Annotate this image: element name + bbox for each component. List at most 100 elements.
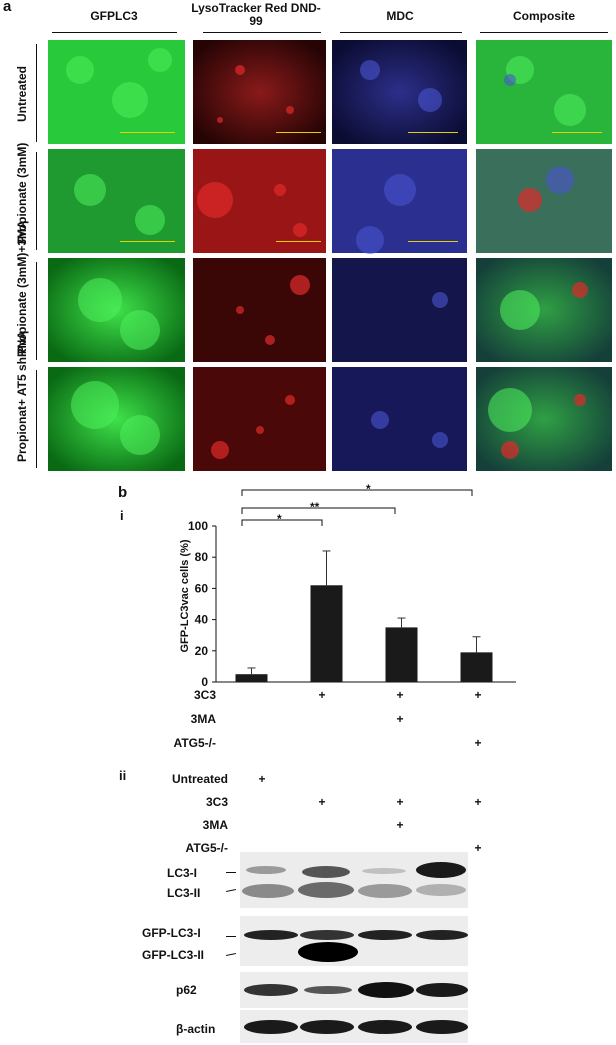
y-tick-label: 100 xyxy=(188,519,208,533)
blot-band xyxy=(302,866,350,878)
condition-label: 3C3 xyxy=(205,795,228,809)
tile-shrna-gfp xyxy=(48,367,185,471)
blot-label-beta-actin: β-actin xyxy=(176,1022,216,1036)
y-tick-label: 80 xyxy=(195,550,209,564)
tile-shrna-mdc xyxy=(332,367,467,471)
blot-label-lc3-ii: LC3-II xyxy=(167,886,201,900)
row-label-line xyxy=(36,152,37,250)
blot-label-lc3-i: LC3-I xyxy=(167,866,197,880)
scale-bar xyxy=(408,132,458,133)
scale-bar xyxy=(276,241,321,242)
blot-band xyxy=(358,930,412,940)
blot-band xyxy=(304,986,352,994)
tile-propionate-3ma-composite xyxy=(476,258,612,362)
y-tick-label: 20 xyxy=(195,644,209,658)
condition-plus: + xyxy=(474,841,482,855)
significance-star: ** xyxy=(310,500,320,514)
significance-brackets xyxy=(241,489,473,526)
row-label-propionate-shrna: Propionat+ AT5 shRNA xyxy=(15,330,29,462)
blot-band xyxy=(358,884,412,898)
column-header-lysotracker: LysoTracker Red DND-99 xyxy=(191,1,321,28)
bar xyxy=(235,674,268,682)
blot-band xyxy=(300,930,354,940)
y-tick-label: 60 xyxy=(195,581,209,595)
scale-bar xyxy=(276,132,321,133)
blot-band xyxy=(246,866,286,874)
micrograph-grid xyxy=(48,40,612,471)
row-label-line xyxy=(36,44,37,142)
condition-plus: + xyxy=(396,688,404,702)
condition-plus: + xyxy=(318,795,326,809)
blot-band xyxy=(244,930,298,940)
blot-band xyxy=(298,942,358,962)
condition-plus: + xyxy=(474,736,482,750)
blot-marker-line xyxy=(226,872,236,873)
condition-label: 3MA xyxy=(190,712,216,726)
blot-band xyxy=(298,882,354,898)
bar xyxy=(385,627,418,682)
blot-band xyxy=(300,1020,354,1034)
blot-band xyxy=(416,983,468,997)
scale-bar xyxy=(120,241,175,242)
scale-bar xyxy=(408,241,458,242)
blot-lc3 xyxy=(240,852,468,908)
blot-label-gfp-lc3-ii: GFP-LC3-II xyxy=(142,948,204,962)
blot-band xyxy=(358,982,414,998)
row-label-untreated: Untreated xyxy=(15,66,29,123)
significance-star: * xyxy=(277,512,282,526)
condition-label: 3C3 xyxy=(193,688,216,702)
blot-band xyxy=(362,868,406,874)
blot-band xyxy=(244,984,298,996)
blot-p62 xyxy=(240,972,468,1008)
y-tick-label: 0 xyxy=(201,675,208,688)
tile-propionate-3ma-lyso xyxy=(193,258,326,362)
y-tick-label: 40 xyxy=(195,613,209,627)
panel-b-sub-ii: ii xyxy=(119,768,127,783)
blot-marker-line xyxy=(226,952,236,957)
scale-bar xyxy=(552,132,602,133)
column-header-mdc: MDC xyxy=(386,9,414,23)
blot-band xyxy=(416,862,466,878)
blot-band xyxy=(416,930,468,940)
tile-untreated-composite xyxy=(476,40,612,144)
blot-marker-line xyxy=(226,936,236,937)
column-header-underline xyxy=(480,32,608,33)
tile-untreated-mdc xyxy=(332,40,467,144)
blot-band xyxy=(358,1020,412,1034)
tile-untreated-lyso xyxy=(193,40,326,144)
condition-plus: + xyxy=(396,818,404,832)
condition-plus: + xyxy=(258,772,266,786)
condition-plus: + xyxy=(474,795,482,809)
blot-band xyxy=(416,884,466,896)
column-header-composite: Composite xyxy=(512,9,575,23)
tile-propionate-gfp xyxy=(48,149,185,253)
panel-a-letter: a xyxy=(3,0,12,15)
blot-band xyxy=(242,884,294,898)
blot-band xyxy=(416,1020,468,1034)
column-header-underline xyxy=(203,32,321,33)
blot-beta-actin xyxy=(240,1010,468,1043)
condition-label: ATG5-/- xyxy=(173,736,216,750)
condition-plus: + xyxy=(396,712,404,726)
scale-bar xyxy=(120,132,175,133)
condition-plus: + xyxy=(396,795,404,809)
blot-label-p62: p62 xyxy=(176,983,197,997)
row-label-line xyxy=(36,370,37,468)
panel-b-letter: b xyxy=(118,484,128,501)
condition-label: Untreated xyxy=(171,772,228,786)
blot-label-gfp-lc3-i: GFP-LC3-I xyxy=(142,926,201,940)
bar-chart: 0 20 40 60 80 100 xyxy=(188,519,516,688)
bar xyxy=(460,652,493,682)
condition-label: ATG5-/- xyxy=(185,841,228,855)
bar xyxy=(310,585,343,682)
panel-b-sub-i: i xyxy=(120,508,124,523)
tile-propionate-3ma-mdc xyxy=(332,258,467,362)
tile-propionate-composite xyxy=(476,149,612,253)
condition-label: 3MA xyxy=(202,818,228,832)
blot-gfp-lc3 xyxy=(240,916,468,966)
significance-star: * xyxy=(366,482,371,496)
column-header-gfplc3: GFPLC3 xyxy=(90,9,138,23)
condition-plus: + xyxy=(318,688,326,702)
condition-plus: + xyxy=(474,688,482,702)
column-header-underline xyxy=(340,32,462,33)
